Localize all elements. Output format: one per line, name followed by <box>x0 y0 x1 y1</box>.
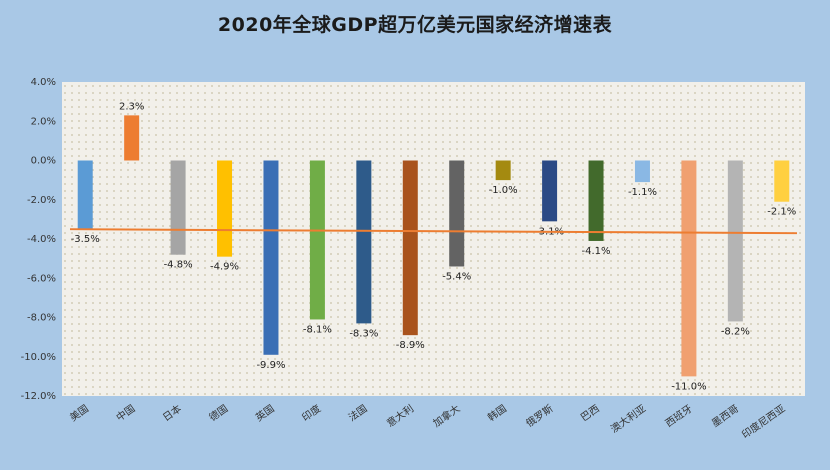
y-tick-label: -10.0% <box>21 352 56 363</box>
data-label: -1.0% <box>489 185 518 196</box>
bar-15 <box>774 160 790 202</box>
bar-3 <box>217 160 233 257</box>
data-label: -8.9% <box>396 340 425 351</box>
data-label: -8.1% <box>303 324 332 335</box>
bar-2 <box>170 160 186 255</box>
x-tick-label: 加拿大 <box>430 402 462 430</box>
x-tick-label: 意大利 <box>384 402 416 430</box>
bar-13 <box>681 160 697 377</box>
bar-9 <box>495 160 511 181</box>
chart-title: 2020年全球GDP超万亿美元国家经济增速表 <box>217 14 613 36</box>
x-tick-label: 西班牙 <box>663 403 694 430</box>
x-tick-label: 墨西哥 <box>710 403 741 430</box>
bar-6 <box>356 160 372 324</box>
y-tick-label: 2.0% <box>31 116 56 127</box>
bar-4 <box>263 160 279 355</box>
x-tick-label: 印度尼西亚 <box>739 402 787 441</box>
y-tick-label: 4.0% <box>31 77 56 88</box>
bar-0 <box>77 160 93 230</box>
y-tick-label: -6.0% <box>27 273 56 284</box>
plot-area <box>62 82 805 396</box>
y-tick-label: -4.0% <box>27 234 56 245</box>
bar-1 <box>124 115 140 161</box>
data-label: 2.3% <box>119 101 144 112</box>
y-tick-label: -2.0% <box>27 195 56 206</box>
x-tick-label: 德国 <box>206 402 230 424</box>
data-label: -3.5% <box>71 234 100 245</box>
x-tick-label: 日本 <box>160 402 184 424</box>
data-label: -5.4% <box>442 271 471 282</box>
bar-8 <box>449 160 465 267</box>
data-label: -4.9% <box>210 262 239 273</box>
x-tick-label: 俄罗斯 <box>523 402 555 430</box>
data-label: -8.3% <box>349 328 378 339</box>
bar-11 <box>588 160 604 241</box>
reference-line <box>69 228 798 235</box>
x-tick-label: 英国 <box>253 402 277 424</box>
x-tick-label: 巴西 <box>578 403 601 424</box>
x-tick-label: 美国 <box>67 402 91 424</box>
data-label: -8.2% <box>721 326 750 337</box>
data-label: -11.0% <box>671 381 706 392</box>
bar-14 <box>727 160 743 322</box>
y-tick-label: -8.0% <box>27 313 56 324</box>
bar-5 <box>309 160 325 320</box>
data-label: -9.9% <box>256 360 285 371</box>
data-label: -1.1% <box>628 187 657 198</box>
data-label: -4.8% <box>164 260 193 271</box>
x-tick-label: 韩国 <box>485 402 509 424</box>
bar-12 <box>634 160 650 183</box>
y-tick-label: -12.0% <box>21 391 56 402</box>
x-tick-label: 澳大利亚 <box>608 402 648 436</box>
data-label: -2.1% <box>767 207 796 218</box>
bar-7 <box>402 160 418 336</box>
bar-10 <box>542 160 558 222</box>
y-tick-label: 0.0% <box>31 156 56 167</box>
data-label: -4.1% <box>582 246 611 257</box>
x-tick-label: 法国 <box>346 402 370 424</box>
x-tick-label: 印度 <box>299 402 323 424</box>
x-tick-label: 中国 <box>114 402 138 424</box>
